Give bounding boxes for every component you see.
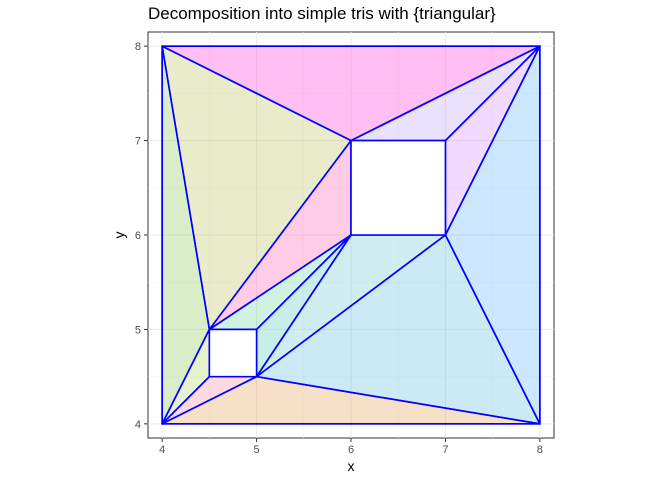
x-tick-label: 8 (537, 444, 543, 456)
y-tick-label: 7 (135, 136, 141, 148)
x-axis-title: x (348, 458, 355, 474)
triangle-9 (256, 235, 540, 424)
triangle-6 (162, 46, 210, 424)
x-tick-label: 4 (159, 444, 165, 456)
triangle-14 (162, 376, 540, 424)
edge-layer (161, 45, 541, 425)
y-tick-label: 4 (135, 419, 141, 431)
y-tick-label: 5 (135, 324, 141, 336)
y-tick-label: 6 (135, 230, 141, 242)
chart-title: Decomposition into simple tris with {tri… (148, 4, 496, 23)
outer-boundary (161, 45, 541, 425)
y-axis-title: y (111, 232, 127, 239)
x-tick-label: 7 (442, 444, 448, 456)
triangle-4 (445, 46, 540, 424)
triangle-1 (162, 46, 540, 141)
x-tick-label: 6 (348, 444, 354, 456)
y-tick-label: 8 (135, 41, 141, 53)
hole-2 (208, 328, 258, 378)
x-tick-label: 5 (254, 444, 260, 456)
hole-1 (350, 139, 447, 236)
axis-layer: 4 5 6 7 8 4 5 6 7 8 (135, 41, 543, 456)
